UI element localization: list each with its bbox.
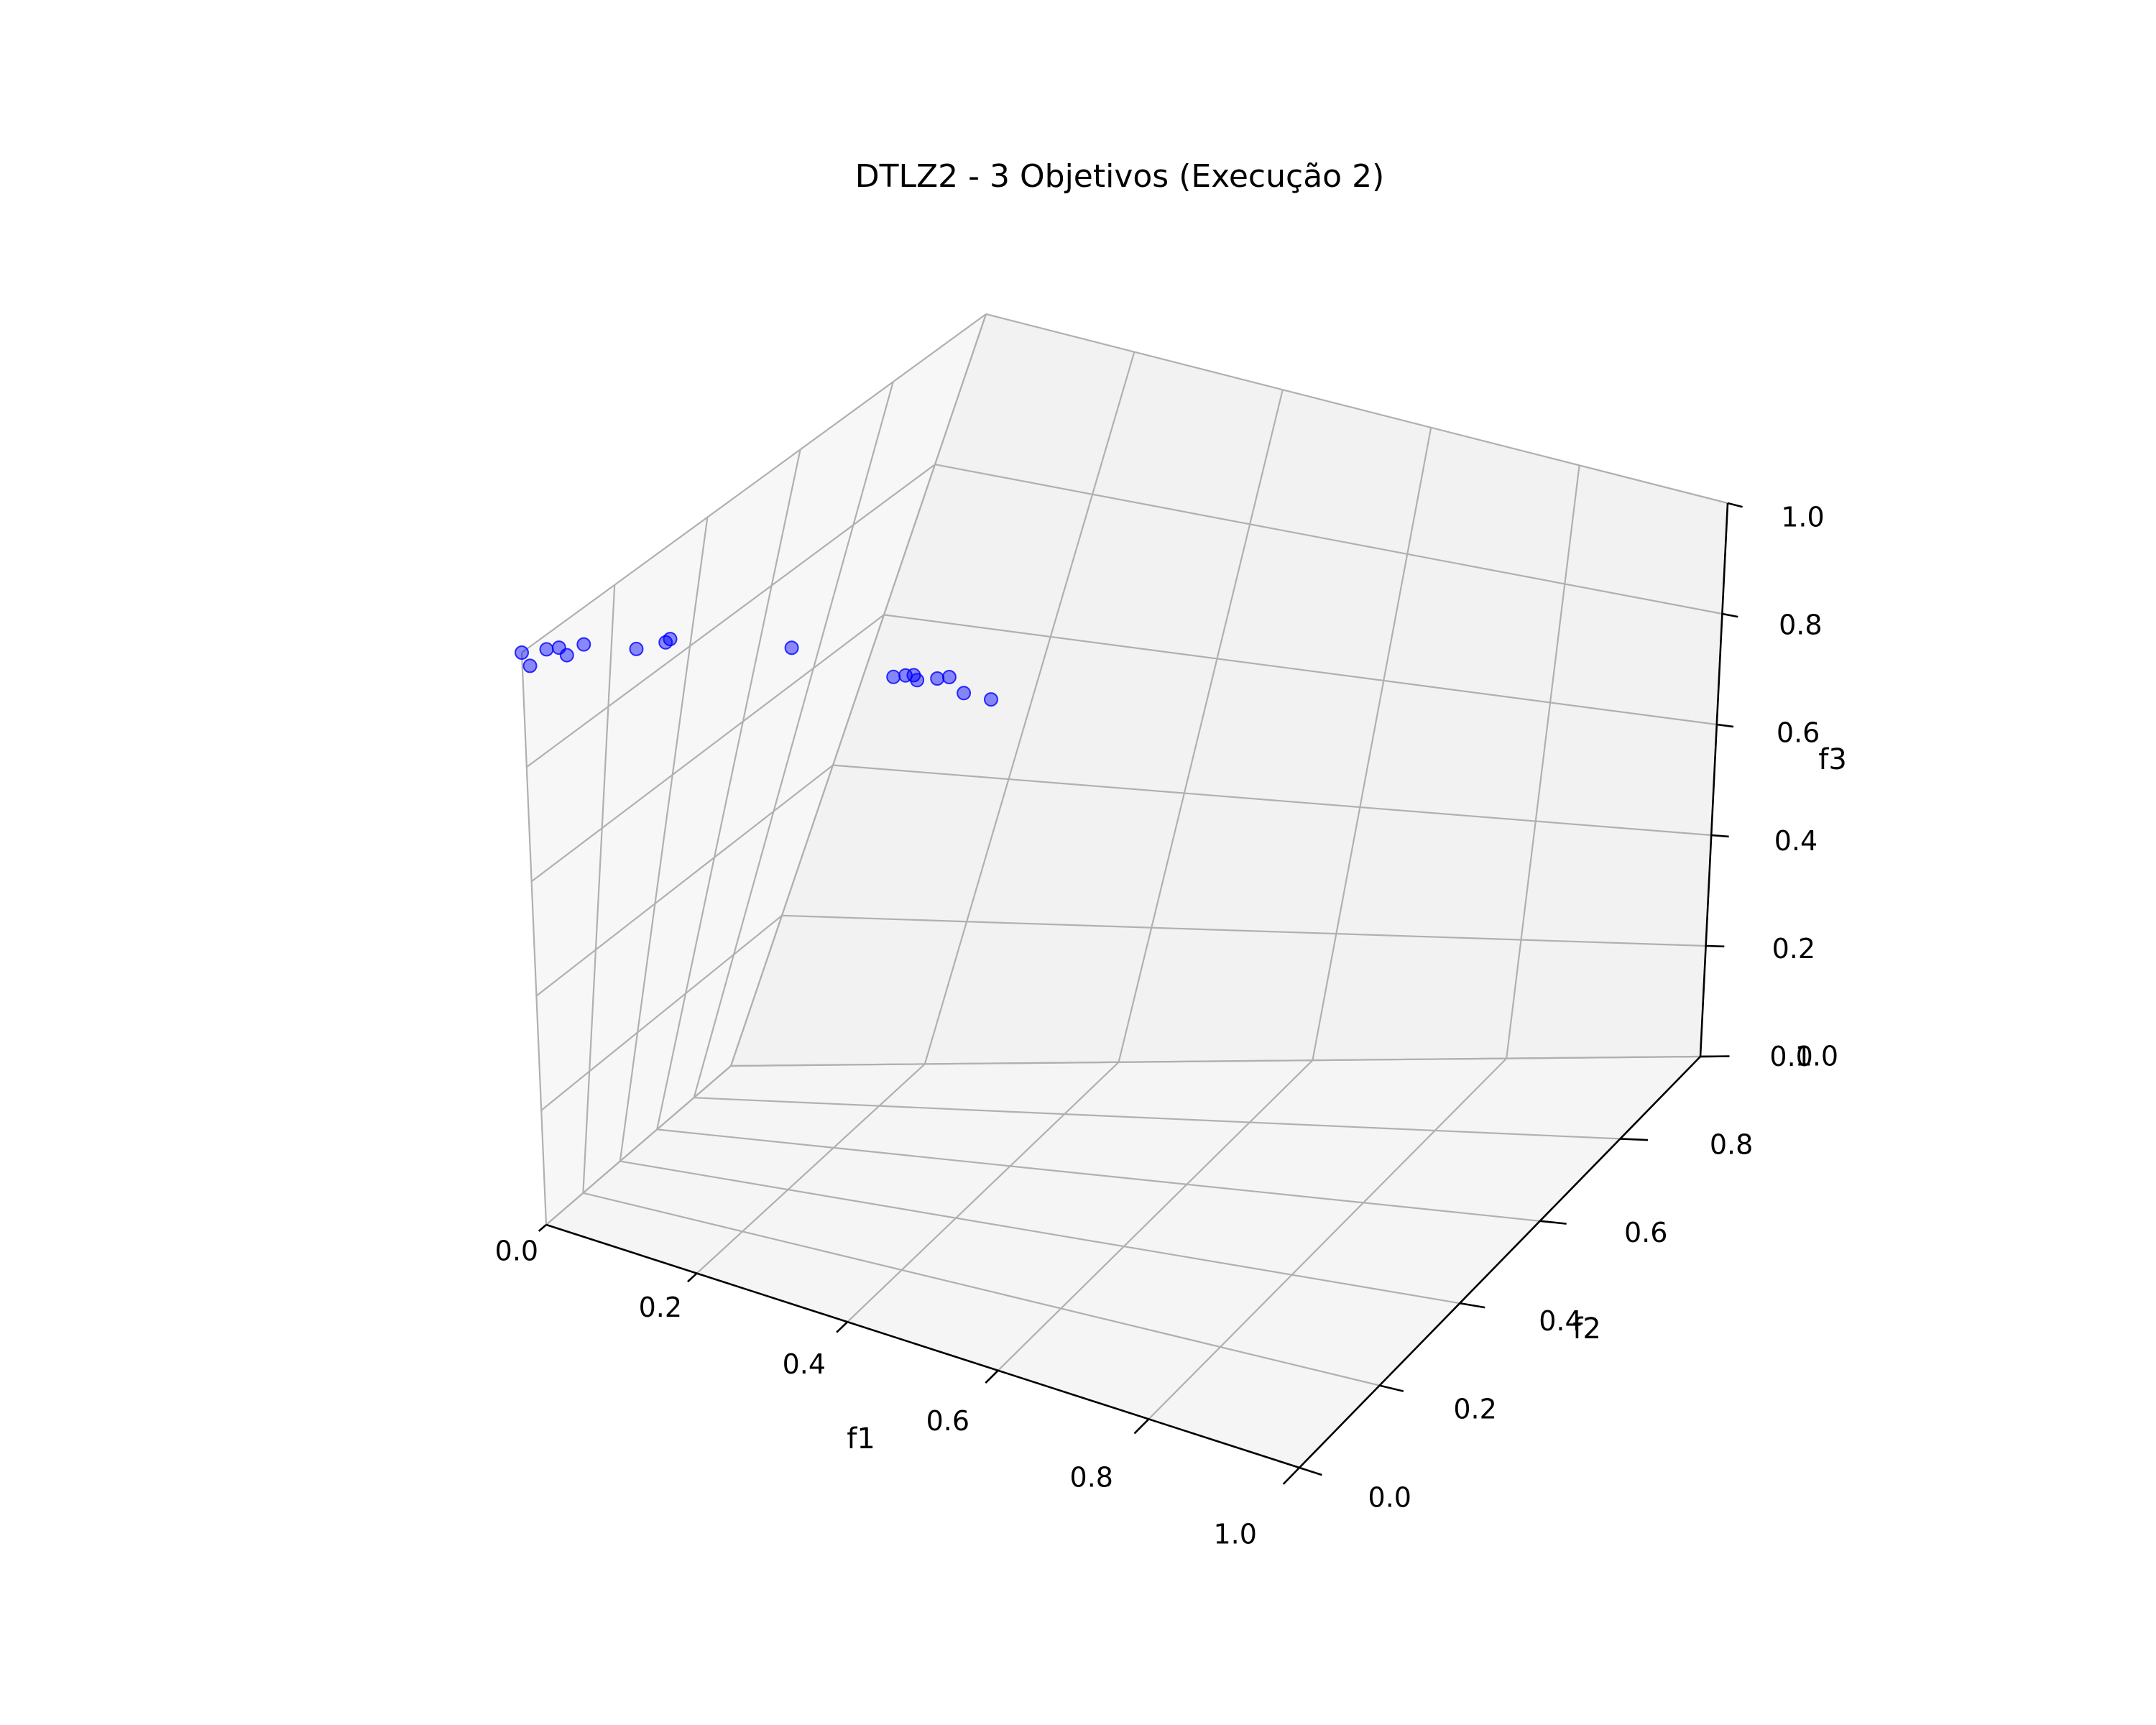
grid-line [883, 614, 1717, 726]
data-point [663, 632, 678, 647]
data-point [576, 637, 591, 652]
grid-line [1118, 389, 1284, 1063]
y-tick-label: 0.4 [1539, 1305, 1582, 1337]
grid-line [1148, 1057, 1507, 1420]
grid-line [582, 584, 616, 1193]
z-tick-label: 0.4 [1774, 825, 1818, 857]
data-point [522, 658, 538, 673]
data-point [910, 673, 925, 688]
z-tick-label: 0.8 [1779, 610, 1822, 641]
grid-line [530, 614, 885, 883]
x-tick [687, 1272, 698, 1283]
grid-line [657, 1128, 1540, 1222]
grid-line [934, 464, 1723, 615]
y-tick-label: 1.0 [1795, 1040, 1838, 1072]
grid-line [693, 381, 894, 1098]
grid-line [619, 1160, 1460, 1305]
x-tick-label: 0.0 [495, 1235, 538, 1266]
y-axis-line [1299, 1056, 1701, 1468]
data-point [629, 641, 644, 656]
grid-line [545, 1065, 732, 1225]
scatter-points [515, 632, 998, 707]
grid-line [730, 1055, 1701, 1067]
x-tick [985, 1369, 999, 1384]
grid-line [1312, 427, 1432, 1061]
y-axis-label: f2 [1572, 1312, 1601, 1346]
x-tick [1133, 1418, 1150, 1435]
data-point [941, 670, 957, 684]
grid-line [526, 464, 936, 768]
data-point [957, 686, 972, 701]
grid-line [520, 652, 548, 1225]
data-point [539, 642, 554, 657]
z-tick [1711, 834, 1729, 838]
data-point [984, 692, 998, 707]
pane-left [522, 314, 986, 1225]
y-tick-label: 0.8 [1710, 1128, 1753, 1160]
z-tick-label: 0.0 [1769, 1041, 1812, 1072]
x-axis-line [545, 1223, 1300, 1469]
grid-line [619, 517, 709, 1162]
z-tick-label: 0.2 [1772, 933, 1815, 965]
x-tick-label: 0.2 [639, 1292, 682, 1323]
grid-line [781, 914, 1706, 947]
tick-group: 0.00.20.40.60.81.00.00.20.40.60.81.00.00… [495, 501, 1838, 1550]
z-axis-label: f3 [1818, 743, 1847, 776]
z-tick-label: 1.0 [1781, 501, 1824, 533]
z-tick [1722, 612, 1738, 618]
grid-line [923, 351, 1135, 1064]
x-tick-label: 0.6 [926, 1405, 969, 1437]
grid-line [985, 313, 1728, 505]
grid-line [656, 449, 801, 1130]
x-tick-label: 0.4 [783, 1348, 826, 1380]
grid-lines [520, 313, 1729, 1469]
data-point [784, 640, 799, 656]
grid-line [535, 764, 834, 997]
data-point [886, 669, 901, 684]
x-tick-label: 1.0 [1214, 1519, 1257, 1550]
z-tick [1705, 944, 1725, 948]
grid-line [540, 914, 783, 1111]
data-point [559, 648, 574, 663]
pane-floor [546, 1057, 1700, 1468]
chart-title: DTLZ2 - 3 Objetivos (Execução 2) [855, 158, 1384, 195]
x-tick [1282, 1467, 1300, 1485]
y-tick-label: 0.2 [1453, 1394, 1496, 1425]
y-tick-label: 0.6 [1624, 1217, 1667, 1248]
grid-line [998, 1059, 1314, 1371]
y-tick [1539, 1220, 1567, 1225]
grid-line [729, 313, 987, 1067]
y-tick [1459, 1302, 1485, 1309]
y-tick [1379, 1384, 1404, 1392]
z-tick [1716, 723, 1734, 728]
axes-panes [522, 314, 1728, 1468]
y-tick [1299, 1466, 1322, 1476]
grid-line [847, 1062, 1120, 1322]
grid-line [696, 1063, 926, 1274]
z-tick-label: 0.6 [1777, 717, 1820, 749]
data-point [515, 645, 529, 660]
y-tick [1620, 1138, 1649, 1141]
grid-line [521, 313, 987, 653]
z-tick [1727, 502, 1743, 508]
data-point [930, 671, 945, 686]
x-tick [836, 1321, 849, 1333]
grid-line [832, 764, 1712, 837]
axes [545, 502, 1729, 1469]
grid-line [583, 1192, 1380, 1386]
grid-line [1506, 465, 1580, 1059]
x-axis-label: f1 [847, 1422, 875, 1455]
x-tick [538, 1224, 547, 1232]
x-tick-label: 0.8 [1070, 1462, 1113, 1494]
z-axis-line [1699, 502, 1729, 1057]
grid-line [694, 1097, 1621, 1140]
y-tick-label: 0.0 [1368, 1482, 1411, 1514]
